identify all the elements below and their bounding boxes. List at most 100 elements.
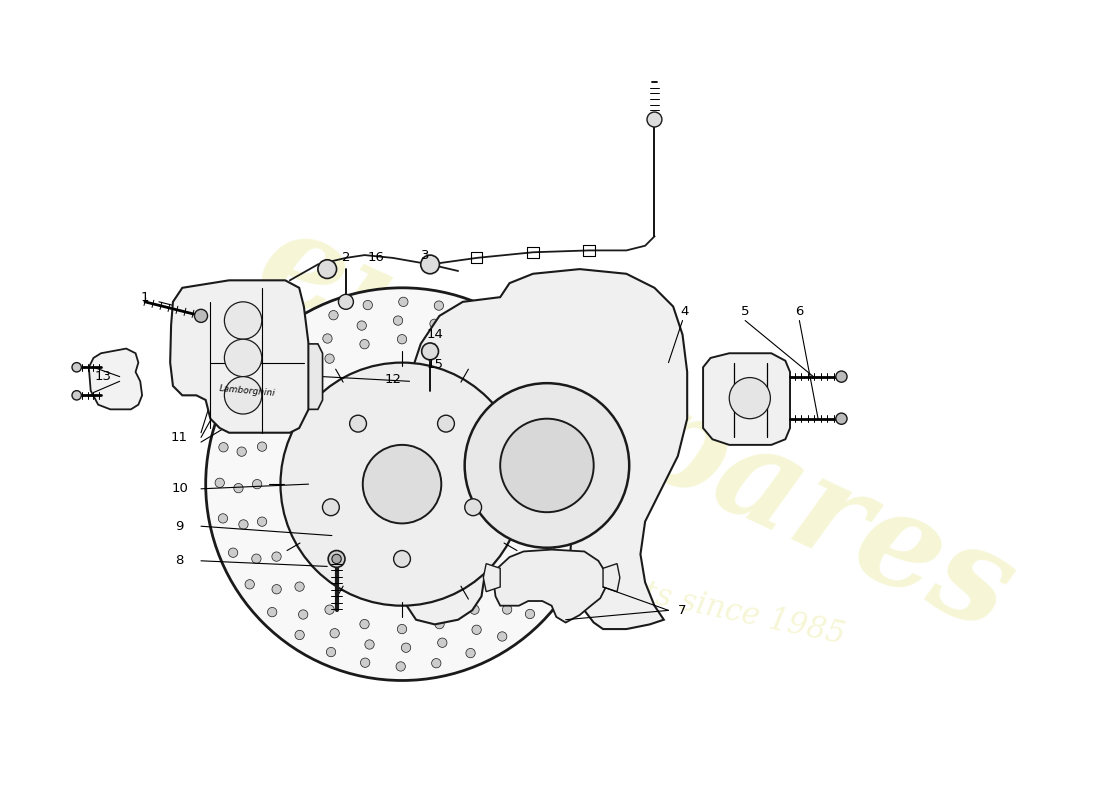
Text: 10: 10 <box>172 482 188 495</box>
Circle shape <box>396 662 406 671</box>
Polygon shape <box>308 344 322 410</box>
Circle shape <box>328 550 345 567</box>
Circle shape <box>239 520 249 529</box>
Polygon shape <box>703 354 790 445</box>
Circle shape <box>527 351 537 361</box>
Circle shape <box>72 390 81 400</box>
Circle shape <box>195 310 208 322</box>
Circle shape <box>464 499 482 516</box>
Circle shape <box>464 383 629 548</box>
Circle shape <box>272 552 282 562</box>
Circle shape <box>322 334 332 343</box>
Circle shape <box>580 481 588 490</box>
Circle shape <box>576 446 586 454</box>
Circle shape <box>332 554 341 564</box>
Circle shape <box>236 447 246 456</box>
Polygon shape <box>89 349 142 410</box>
Text: 1: 1 <box>141 290 150 304</box>
Circle shape <box>464 330 474 340</box>
Circle shape <box>257 517 266 526</box>
Circle shape <box>543 405 552 414</box>
Circle shape <box>246 377 256 386</box>
Circle shape <box>252 479 262 489</box>
Circle shape <box>295 630 305 640</box>
Circle shape <box>434 339 444 349</box>
Circle shape <box>558 512 568 522</box>
Circle shape <box>466 649 475 658</box>
Circle shape <box>576 516 585 526</box>
Circle shape <box>327 647 336 657</box>
Circle shape <box>729 378 770 418</box>
Circle shape <box>224 339 262 377</box>
Circle shape <box>522 552 532 562</box>
Circle shape <box>219 442 228 452</box>
Circle shape <box>363 301 373 310</box>
Circle shape <box>214 478 224 487</box>
Circle shape <box>330 629 339 638</box>
Circle shape <box>528 578 537 588</box>
Circle shape <box>365 640 374 649</box>
Circle shape <box>230 409 239 418</box>
Circle shape <box>324 605 334 614</box>
Circle shape <box>434 619 444 629</box>
Text: 16: 16 <box>367 251 384 264</box>
Circle shape <box>270 350 278 359</box>
Text: 7: 7 <box>679 604 686 617</box>
Circle shape <box>836 413 847 424</box>
Circle shape <box>252 554 261 563</box>
Circle shape <box>647 112 662 127</box>
Circle shape <box>499 582 509 591</box>
Text: 9: 9 <box>175 520 184 533</box>
Circle shape <box>550 379 559 389</box>
Text: 15: 15 <box>426 358 443 371</box>
Circle shape <box>503 605 512 614</box>
Circle shape <box>469 311 477 321</box>
Circle shape <box>295 377 305 386</box>
Circle shape <box>293 354 301 363</box>
Circle shape <box>218 514 228 523</box>
Circle shape <box>295 582 305 591</box>
Circle shape <box>398 297 408 306</box>
Circle shape <box>496 349 506 358</box>
Circle shape <box>272 585 282 594</box>
Polygon shape <box>483 564 500 592</box>
Circle shape <box>537 517 547 526</box>
Circle shape <box>298 610 308 619</box>
Polygon shape <box>603 564 620 592</box>
Text: 8: 8 <box>175 554 184 567</box>
Text: 13: 13 <box>95 370 111 383</box>
Circle shape <box>350 415 366 432</box>
Text: eurospares: eurospares <box>238 197 1034 659</box>
Circle shape <box>358 321 366 330</box>
Circle shape <box>360 619 370 629</box>
Circle shape <box>324 354 334 363</box>
Circle shape <box>322 499 339 516</box>
Circle shape <box>430 319 439 329</box>
Circle shape <box>565 550 574 560</box>
Text: Lamborghini: Lamborghini <box>219 384 276 398</box>
Circle shape <box>522 407 532 416</box>
Circle shape <box>272 407 282 416</box>
Circle shape <box>280 362 524 606</box>
Circle shape <box>548 582 558 591</box>
Circle shape <box>224 302 262 339</box>
Circle shape <box>470 354 480 363</box>
Circle shape <box>542 479 551 489</box>
Circle shape <box>438 415 454 432</box>
Circle shape <box>297 327 307 337</box>
Circle shape <box>526 610 535 618</box>
Polygon shape <box>494 550 606 622</box>
Circle shape <box>522 374 532 384</box>
Circle shape <box>394 316 403 326</box>
Text: 6: 6 <box>795 305 804 318</box>
Circle shape <box>224 377 262 414</box>
Circle shape <box>339 294 353 310</box>
Circle shape <box>234 483 243 493</box>
Polygon shape <box>404 269 688 629</box>
Polygon shape <box>170 280 308 433</box>
Circle shape <box>249 412 257 422</box>
Circle shape <box>499 329 509 338</box>
Text: 4: 4 <box>680 305 689 318</box>
Circle shape <box>836 371 847 382</box>
Text: 12: 12 <box>384 373 402 386</box>
